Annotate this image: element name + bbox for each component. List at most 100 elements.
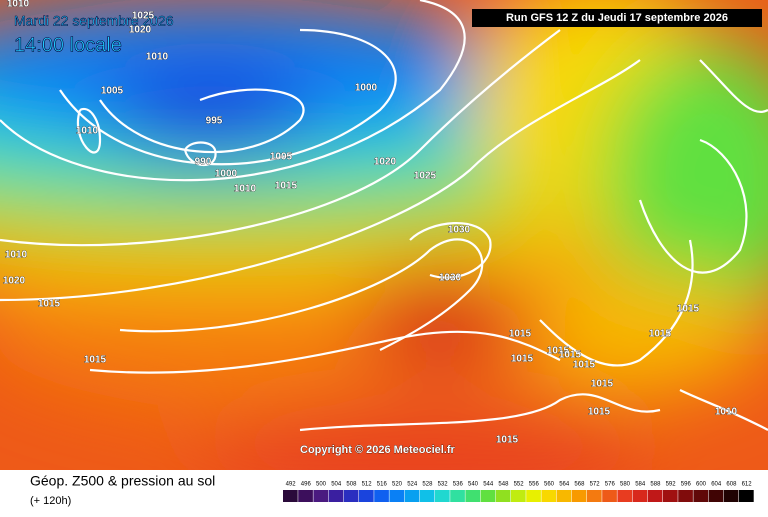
scale-swatch (541, 490, 557, 502)
scale-swatch (678, 490, 693, 502)
scale-label: 592 (666, 482, 677, 488)
scale-swatch (723, 490, 739, 502)
scale-label: 532 (438, 482, 449, 488)
scale-swatch (617, 490, 633, 502)
scale-label: 576 (605, 482, 616, 488)
scale-label: 600 (696, 482, 707, 488)
scale-label: 496 (301, 482, 312, 488)
scale-swatch (708, 490, 724, 502)
isobar-label: 1005 (270, 152, 293, 163)
isobar-label: 1015 (588, 407, 611, 418)
isobar-label: 1015 (509, 329, 532, 340)
isobar-label: 1010 (7, 0, 30, 10)
scale-label: 588 (650, 482, 661, 488)
scale-swatch (313, 490, 329, 502)
scale-label: 584 (635, 482, 646, 488)
isobar-label: 1010 (234, 184, 257, 195)
isobar-label: 1015 (649, 329, 672, 340)
isobar-label: 990 (195, 157, 212, 168)
isobar-label: 1020 (129, 25, 152, 36)
isobar-label: 1015 (559, 350, 582, 361)
scale-label: 572 (590, 482, 601, 488)
scale-label: 504 (331, 482, 342, 488)
isobar-label: 1000 (215, 169, 238, 180)
forecast-date: Mardi 22 septembre 2026 (14, 13, 174, 29)
scale-swatch (435, 490, 450, 502)
scale-swatch (283, 490, 298, 502)
scale-swatch (328, 490, 344, 502)
scale-swatch (419, 490, 435, 502)
isobar-label: 1025 (414, 171, 437, 182)
scale-label: 612 (742, 482, 753, 488)
isobar-label: 1015 (275, 181, 298, 192)
scale-label: 540 (468, 482, 479, 488)
scale-swatch (556, 490, 572, 502)
isobar-label: 1010 (5, 250, 28, 261)
scale-swatch (374, 490, 389, 502)
scale-swatch (495, 490, 511, 502)
scale-swatch (739, 490, 754, 502)
scale-swatch (511, 490, 526, 502)
scale-label: 500 (316, 482, 327, 488)
scale-swatch (587, 490, 602, 502)
isobar-label: 1020 (374, 157, 397, 168)
isobar-label: 1015 (496, 435, 519, 446)
scale-swatch (632, 490, 648, 502)
scale-label: 528 (422, 482, 433, 488)
isobar-label: 1030 (448, 225, 471, 236)
isobar-label: 1015 (573, 360, 596, 371)
scale-swatch (450, 490, 465, 502)
scale-label: 492 (286, 482, 297, 488)
scale-label: 556 (529, 482, 540, 488)
isobar-label: 1020 (3, 276, 26, 287)
scale-label: 508 (346, 482, 357, 488)
isobar-label: 1010 (146, 52, 169, 63)
run-banner (472, 9, 762, 27)
scale-label: 608 (726, 482, 737, 488)
scale-swatch (663, 490, 678, 502)
scale-label: 512 (362, 482, 373, 488)
scale-swatch (602, 490, 617, 502)
scale-label: 524 (407, 482, 418, 488)
isobar-label: 1015 (591, 379, 614, 390)
footer-title: Géop. Z500 & pression au sol (30, 473, 215, 489)
isobar-label: 1025 (132, 11, 155, 22)
isobar-label: 1005 (101, 86, 124, 97)
isobar-label: 1000 (355, 83, 378, 94)
scale-label: 544 (483, 482, 494, 488)
isobar-label: 995 (206, 116, 223, 127)
scale-swatch (526, 490, 541, 502)
scale-label: 536 (453, 482, 464, 488)
isobar-label: 1010 (715, 407, 738, 418)
isobar-label: 1015 (677, 304, 700, 315)
isobar-label: 1030 (439, 273, 462, 284)
scale-label: 520 (392, 482, 403, 488)
forecast-time: 14:00 locale (14, 34, 122, 56)
scale-label: 604 (711, 482, 722, 488)
scale-swatch (465, 490, 481, 502)
isobar-label: 1015 (38, 299, 61, 310)
isobar-label: 1015 (84, 355, 107, 366)
scale-swatch (480, 490, 496, 502)
scale-swatch (571, 490, 587, 502)
map-field (0, 0, 768, 470)
scale-swatch (693, 490, 709, 502)
scale-swatch (343, 490, 359, 502)
scale-swatch (359, 490, 374, 502)
scale-label: 564 (559, 482, 570, 488)
scale-swatch (647, 490, 663, 502)
isobar-label: 1010 (76, 126, 99, 137)
scale-label: 568 (574, 482, 585, 488)
copyright: Copyright © 2026 Meteociel.fr (300, 444, 456, 456)
run-info: Run GFS 12 Z du Jeudi 17 septembre 2026 (506, 12, 728, 24)
scale-label: 548 (498, 482, 509, 488)
scale-swatch (389, 490, 405, 502)
scale-label: 560 (544, 482, 555, 488)
scale-label: 580 (620, 482, 631, 488)
scale-label: 516 (377, 482, 388, 488)
footer-lead: (+ 120h) (30, 495, 71, 507)
scale-swatch (298, 490, 313, 502)
scale-swatch (404, 490, 420, 502)
isobar-label: 1015 (511, 354, 534, 365)
